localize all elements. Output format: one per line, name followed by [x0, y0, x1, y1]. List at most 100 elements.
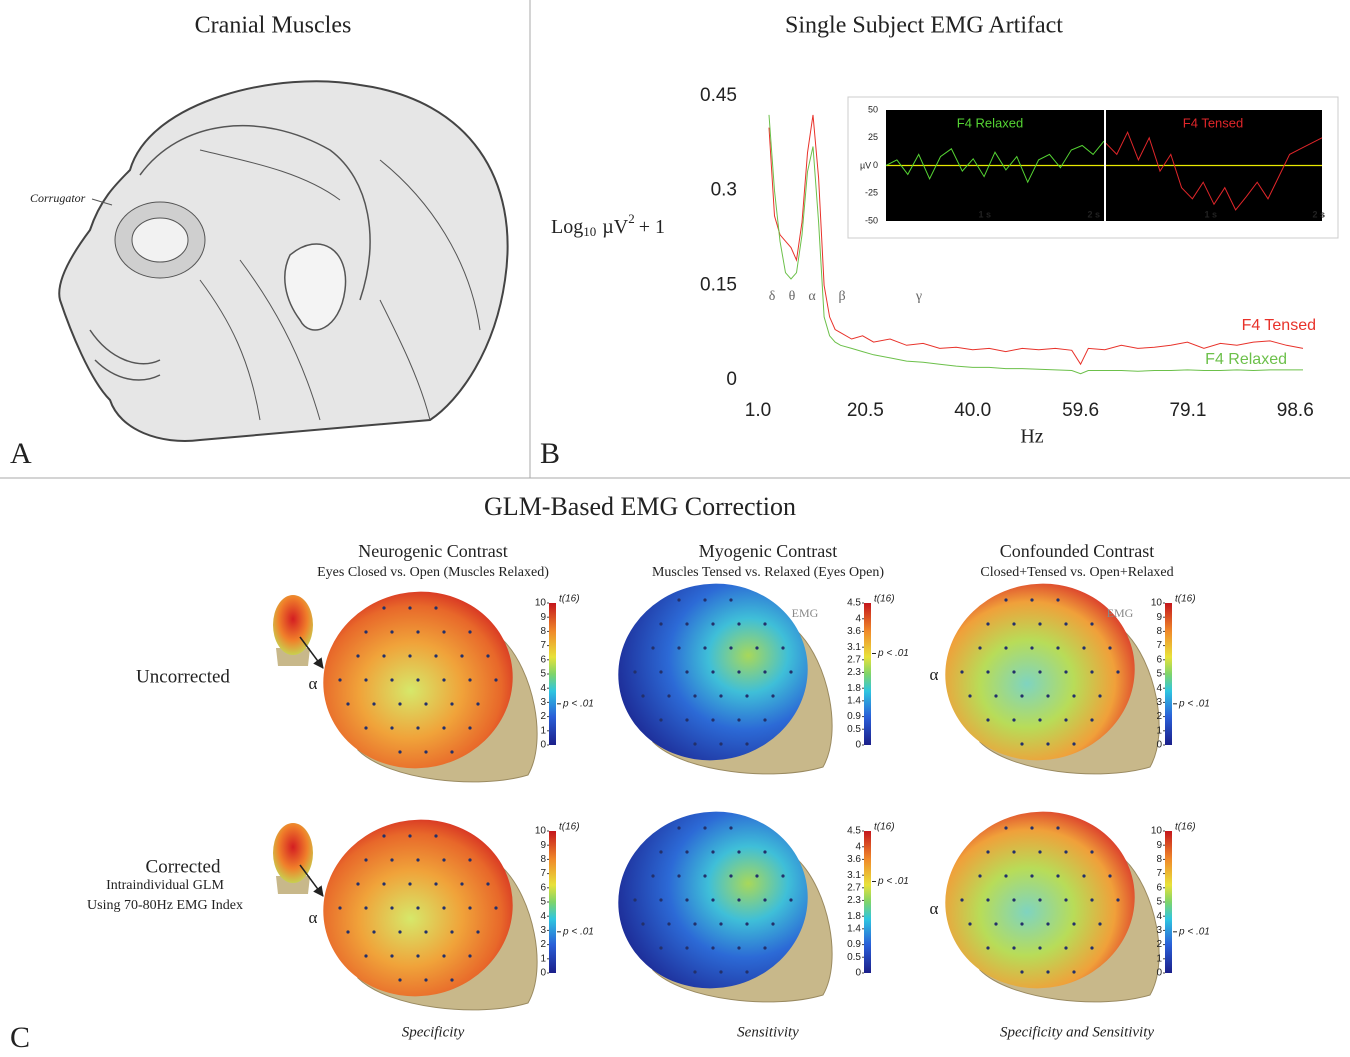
- x-tick-label: 79.1: [1169, 400, 1206, 421]
- colorbar-tick-label: 2: [540, 711, 546, 722]
- electrode: [408, 834, 411, 837]
- electrode: [1046, 694, 1049, 697]
- electrode: [1072, 742, 1075, 745]
- colorbar-tick-label: 4.5: [847, 826, 861, 837]
- electrode: [1038, 946, 1041, 949]
- threshold-label: p < .01: [1178, 926, 1210, 937]
- colorbar-tick-label: 9: [1156, 612, 1162, 623]
- electrode: [1046, 922, 1049, 925]
- colorbar-tick-label: 0.9: [847, 711, 861, 722]
- electrode: [1020, 694, 1023, 697]
- electrode: [685, 670, 688, 673]
- colorbar: [864, 831, 871, 973]
- colorbar-tick-label: 4: [540, 683, 546, 694]
- scalp-map: [929, 566, 1159, 778]
- electrode: [659, 898, 662, 901]
- colorbar-tick-label: 3: [1156, 697, 1162, 708]
- colorbar-label: t(16): [874, 822, 895, 833]
- electrode: [763, 622, 766, 625]
- electrode: [1038, 898, 1041, 901]
- colorbar-tick-label: 10: [1151, 826, 1163, 837]
- electrode: [1098, 694, 1101, 697]
- colorbar-tick-label: 0.5: [847, 952, 861, 963]
- colorbar: [549, 831, 556, 973]
- electrode: [1072, 922, 1075, 925]
- colorbar-tick-label: 1: [540, 725, 546, 736]
- column-title: Myogenic Contrast: [699, 541, 837, 561]
- colorbar-tick-label: 3.6: [847, 626, 861, 637]
- inset-title: F4 Relaxed: [957, 115, 1023, 130]
- panel-letter: B: [540, 437, 560, 470]
- electrode: [1056, 598, 1059, 601]
- electrode: [1038, 718, 1041, 721]
- electrode: [685, 622, 688, 625]
- electrode: [398, 702, 401, 705]
- electrode: [677, 646, 680, 649]
- colorbar-tick-label: 7: [1156, 868, 1162, 879]
- x-tick-label: 98.6: [1277, 400, 1314, 421]
- electrode: [789, 670, 792, 673]
- colorbar-tick-label: 3.6: [847, 854, 861, 865]
- electrode: [364, 858, 367, 861]
- electrode: [986, 718, 989, 721]
- electrode: [356, 882, 359, 885]
- electrode: [633, 898, 636, 901]
- row-label: Corrected: [146, 856, 221, 877]
- electrode: [755, 874, 758, 877]
- colorbar-tick-label: 1.8: [847, 683, 861, 694]
- map-annotation: EMG: [1107, 606, 1134, 620]
- electrode: [685, 718, 688, 721]
- electrode: [1012, 670, 1015, 673]
- column-title: Neurogenic Contrast: [358, 541, 507, 561]
- electrode: [338, 678, 341, 681]
- electrode: [442, 630, 445, 633]
- electrode: [408, 654, 411, 657]
- colorbar-tick-label: 3.1: [847, 642, 861, 653]
- electrode: [711, 718, 714, 721]
- threshold-label: p < .01: [877, 648, 909, 659]
- colorbar: [864, 603, 871, 745]
- electrode: [703, 598, 706, 601]
- electrode: [1004, 874, 1007, 877]
- electrode: [719, 970, 722, 973]
- electrode: [651, 874, 654, 877]
- electrode: [745, 694, 748, 697]
- electrode: [460, 654, 463, 657]
- y-label-part: µV: [602, 216, 629, 238]
- electrode: [1090, 898, 1093, 901]
- electrode: [763, 670, 766, 673]
- y-tick-label: -50: [865, 215, 878, 225]
- electrode: [711, 946, 714, 949]
- electrode: [1116, 670, 1119, 673]
- electrode: [442, 678, 445, 681]
- row-label: Uncorrected: [136, 666, 230, 687]
- colorbar-tick-label: 4: [1156, 683, 1162, 694]
- colorbar-label: t(16): [1175, 822, 1196, 833]
- electrode: [1082, 874, 1085, 877]
- electrode: [641, 694, 644, 697]
- colorbar-tick-label: 6: [540, 654, 546, 665]
- electrode: [1046, 742, 1049, 745]
- electrode: [719, 922, 722, 925]
- electrode: [476, 702, 479, 705]
- electrode: [450, 978, 453, 981]
- electrode: [729, 646, 732, 649]
- electrode: [486, 882, 489, 885]
- series-label: F4 Tensed: [1242, 317, 1316, 334]
- colorbar-tick-label: 2.3: [847, 667, 861, 678]
- electrode: [659, 718, 662, 721]
- electrode: [442, 906, 445, 909]
- threshold-label: p < .01: [562, 926, 594, 937]
- y-label-part: Log: [551, 216, 583, 238]
- colorbar-tick-label: 10: [535, 826, 547, 837]
- colorbar-tick-label: 2: [1156, 711, 1162, 722]
- electrode: [667, 922, 670, 925]
- electrode: [486, 654, 489, 657]
- y-label-part: 2: [628, 211, 635, 226]
- colorbar-tick-label: 0.9: [847, 939, 861, 950]
- x-tick-label: 2 s: [1312, 209, 1325, 219]
- colorbar-tick-label: 4: [855, 613, 861, 624]
- y-label-part: 10: [583, 224, 596, 239]
